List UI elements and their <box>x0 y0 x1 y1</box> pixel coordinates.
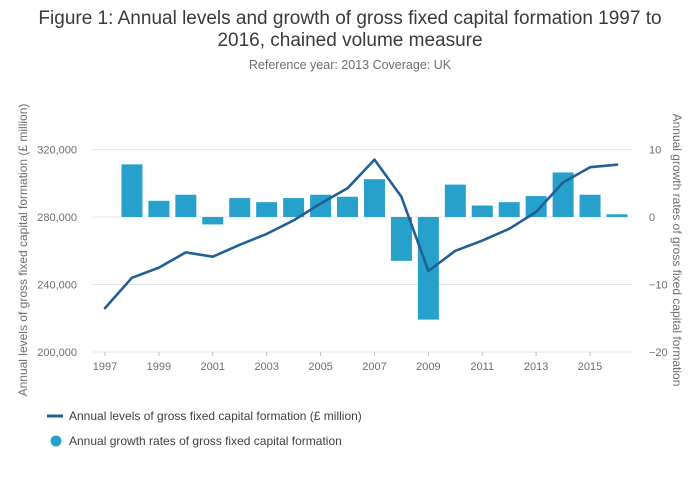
growth-bar <box>283 198 305 217</box>
x-tick-label: 2005 <box>308 361 332 373</box>
growth-bar <box>552 172 574 217</box>
y-left-tick-label: 200,000 <box>37 347 77 359</box>
y-right-tick-label: −20 <box>649 347 668 359</box>
x-tick-label: 2015 <box>578 361 602 373</box>
y-axis-left: 200,000 240,000 280,000 320,000 <box>37 145 77 360</box>
levels-line-path <box>103 158 619 310</box>
x-tick-label: 2013 <box>524 361 548 373</box>
chart-title-line-2: 2016, chained volume measure <box>217 30 482 51</box>
growth-bar <box>444 184 466 217</box>
growth-bar <box>579 194 601 217</box>
growth-bar <box>202 217 224 225</box>
gridlines <box>92 149 632 353</box>
legend: Annual levels of gross fixed capital for… <box>47 409 362 448</box>
y-left-tick-label: 240,000 <box>37 280 77 292</box>
chart-subtitle: Reference year: 2013 Coverage: UK <box>249 58 452 72</box>
legend-bar-swatch <box>50 435 62 447</box>
growth-bar <box>363 179 385 217</box>
growth-bar <box>498 202 520 217</box>
x-tick-label: 2009 <box>416 361 440 373</box>
x-tick-label: 2003 <box>254 361 278 373</box>
y-left-tick-label: 280,000 <box>37 212 77 224</box>
y-left-tick-label: 320,000 <box>37 145 77 157</box>
growth-bars <box>121 164 628 320</box>
x-tick-label: 2007 <box>362 361 386 373</box>
growth-bar <box>175 194 197 217</box>
x-tick-label: 1997 <box>93 361 117 373</box>
growth-bar <box>390 217 412 261</box>
x-tick-label: 1999 <box>147 361 171 373</box>
levels-line <box>103 158 619 310</box>
growth-bar <box>471 205 493 217</box>
legend-label-growth: Annual growth rates of gross fixed capit… <box>69 434 342 448</box>
chart-title-line-1: Figure 1: Annual levels and growth of gr… <box>38 8 661 29</box>
x-axis: 1997 1999 2001 2003 2005 2007 2009 2011 2013 2015 <box>93 352 602 373</box>
y-right-tick-label: −10 <box>649 280 668 292</box>
growth-bar <box>148 200 170 217</box>
growth-bar <box>337 196 359 217</box>
growth-bar <box>525 196 547 217</box>
y-right-tick-label: 0 <box>649 212 655 224</box>
growth-bar <box>256 202 278 217</box>
growth-bar <box>606 214 628 217</box>
x-tick-label: 2011 <box>470 361 494 373</box>
growth-bar <box>121 164 143 217</box>
legend-label-levels: Annual levels of gross fixed capital for… <box>69 409 362 423</box>
y-axis-right-title: Annual growth rates of gross fixed capit… <box>670 114 684 387</box>
y-axis-right: −20 −10 0 10 <box>649 145 668 360</box>
y-axis-left-title: Annual levels of gross fixed capital for… <box>16 104 30 397</box>
y-right-tick-label: 10 <box>649 145 661 157</box>
x-tick-label: 2001 <box>201 361 225 373</box>
growth-bar <box>229 198 251 217</box>
